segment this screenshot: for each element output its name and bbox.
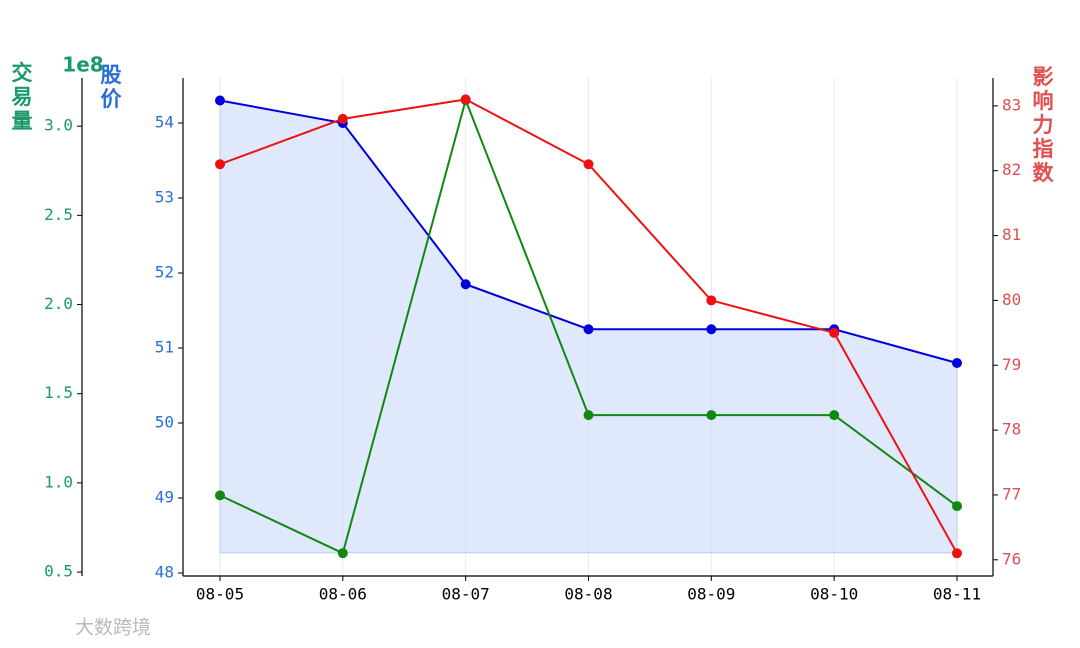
point bbox=[829, 410, 840, 421]
x-tick-label: 08-06 bbox=[319, 585, 367, 604]
y-tick-label: 48 bbox=[155, 563, 174, 582]
y-tick-label: 50 bbox=[155, 413, 174, 432]
y2-label: 影响力指数 bbox=[1033, 65, 1055, 185]
y3-tick-label: 2.5 bbox=[44, 205, 73, 224]
point bbox=[952, 501, 962, 512]
x-tick-label: 08-09 bbox=[687, 585, 735, 604]
y-tick-label: 51 bbox=[155, 338, 174, 357]
point bbox=[215, 490, 225, 501]
y3-tick-label: 1.0 bbox=[44, 472, 73, 491]
x-tick-label: 08-10 bbox=[810, 585, 858, 604]
point bbox=[706, 295, 717, 306]
point bbox=[337, 113, 348, 124]
x-tick-label: 08-11 bbox=[933, 585, 981, 604]
point bbox=[215, 159, 225, 170]
point bbox=[460, 279, 471, 290]
point bbox=[952, 358, 962, 368]
x-tick-label: 08-07 bbox=[442, 585, 490, 604]
y2-tick-label: 77 bbox=[1002, 484, 1021, 503]
y2-tick-label: 83 bbox=[1002, 95, 1021, 114]
y3-tick-label: 0.5 bbox=[44, 562, 73, 581]
point bbox=[460, 94, 471, 105]
point bbox=[829, 327, 840, 338]
point bbox=[337, 548, 348, 559]
y-tick-label: 53 bbox=[155, 188, 174, 207]
y3-label: 交易量 bbox=[12, 61, 33, 133]
point bbox=[706, 410, 717, 421]
y3-tick-label: 2.0 bbox=[44, 294, 73, 313]
y3-offset: 1e8 bbox=[62, 53, 103, 77]
y2-tick-label: 79 bbox=[1002, 355, 1021, 374]
y3-tick-label: 3.0 bbox=[44, 116, 73, 135]
y-label: 股价 bbox=[101, 63, 123, 111]
point bbox=[215, 95, 225, 106]
point bbox=[583, 159, 594, 170]
point bbox=[952, 548, 962, 559]
point bbox=[583, 324, 594, 335]
y2-tick-label: 82 bbox=[1002, 160, 1021, 179]
y-tick-label: 49 bbox=[155, 488, 174, 507]
y3-tick-label: 1.5 bbox=[44, 383, 73, 402]
x-tick-label: 08-05 bbox=[196, 585, 244, 604]
y-tick-label: 54 bbox=[155, 113, 174, 132]
point bbox=[583, 410, 594, 421]
y2-tick-label: 80 bbox=[1002, 290, 1021, 309]
watermark: 大数跨境 bbox=[75, 617, 151, 639]
y2-tick-label: 81 bbox=[1002, 225, 1021, 244]
y2-tick-label: 76 bbox=[1002, 549, 1021, 568]
x-tick-label: 08-08 bbox=[564, 585, 612, 604]
y2-tick-label: 78 bbox=[1002, 420, 1021, 439]
point bbox=[706, 324, 717, 335]
y-tick-label: 52 bbox=[155, 263, 174, 282]
